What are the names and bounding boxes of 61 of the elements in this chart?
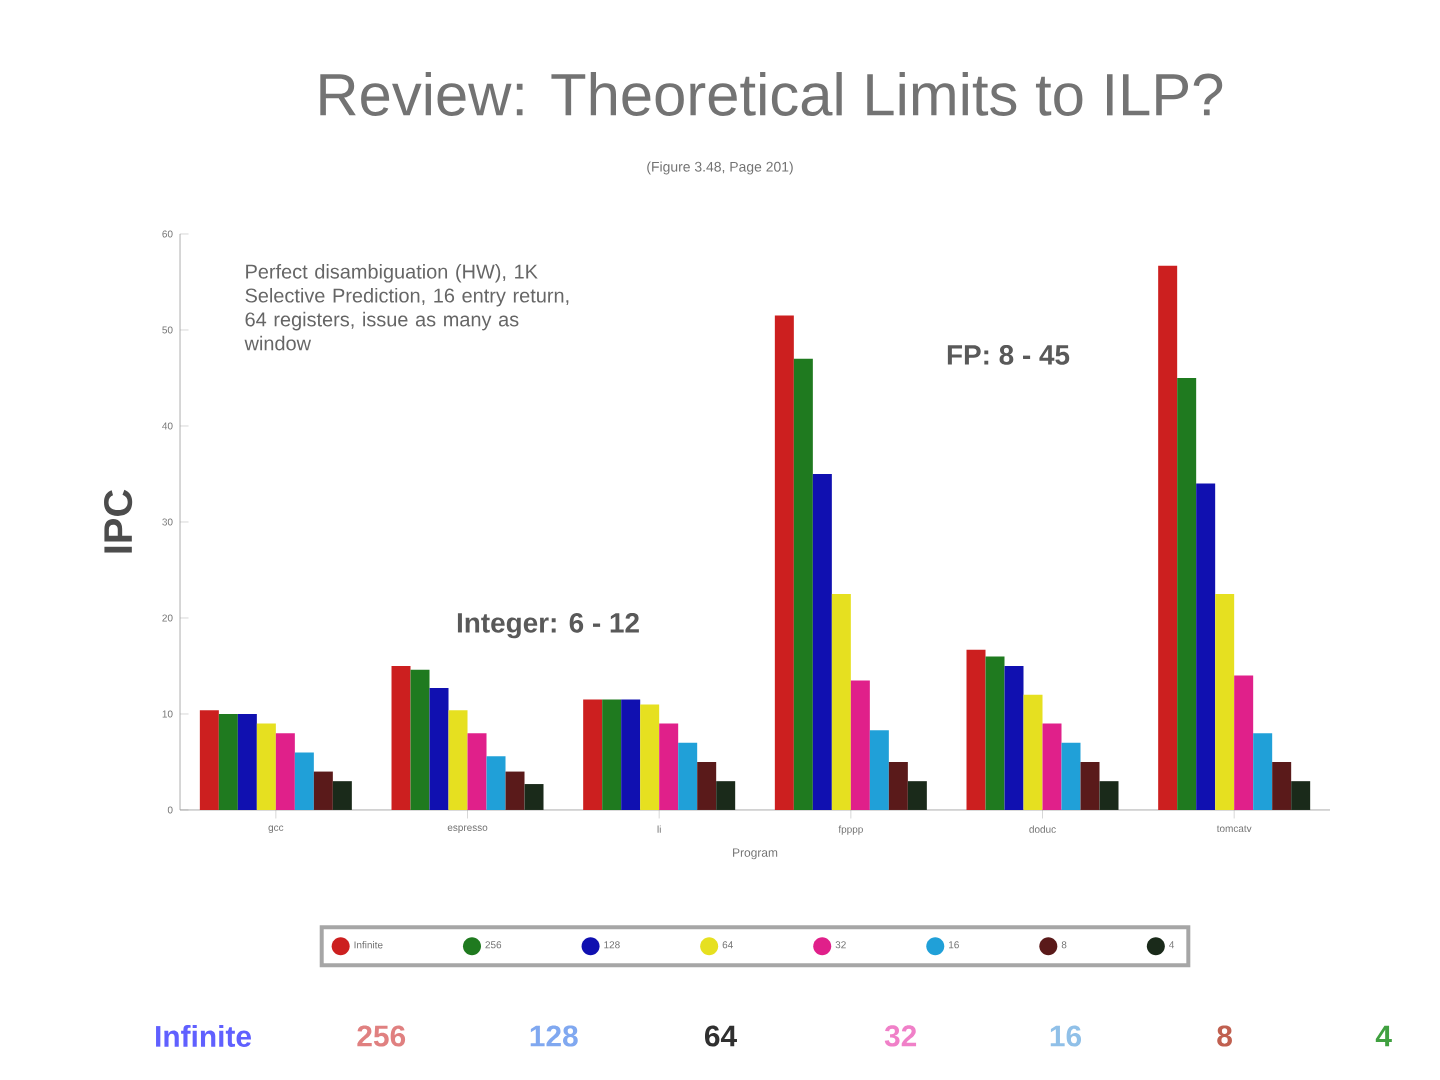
chart-title: Review: Theoretical Limits to ILP? [320,72,1223,116]
bar [275,733,295,810]
bar [985,656,1005,810]
bar [237,713,257,810]
bar [640,704,660,810]
bar [831,593,851,810]
text: 256 [357,1025,406,1047]
bar [524,784,544,810]
bar [678,742,698,810]
bar [716,781,736,810]
bar [256,723,276,810]
bar [966,649,986,810]
bar [429,688,449,810]
bar [1253,733,1273,810]
bar [1080,761,1100,810]
text: 64 [704,1025,737,1047]
bar [410,669,430,810]
text: Infinite [156,1025,251,1047]
bar [602,699,622,810]
bar [1004,665,1024,810]
bar [1158,265,1178,810]
bar [907,781,927,810]
text: 16 [1050,1025,1082,1047]
bar [1215,593,1235,810]
annotation: FP: 8 - 45 [947,345,1070,365]
bar [621,699,641,810]
text: 128 [530,1025,578,1047]
bar [583,699,603,810]
annotation: Perfect disambiguation (HW), 1K Selective Prediction, 16 entry return, 64 registers, issue as many as window [244,264,569,351]
bar [697,761,717,810]
bar [332,781,352,810]
bar [1291,781,1311,810]
bar [1177,377,1197,810]
bar [850,680,870,810]
bar [467,733,487,810]
bar [1234,675,1254,810]
y-axis-title: IPC [104,489,133,553]
bar [448,710,468,810]
bar [199,710,219,810]
bar [1023,694,1043,810]
bar [486,756,506,810]
bar [888,761,908,810]
bar [1042,723,1062,810]
bar [1272,761,1292,810]
annotation: Integer: 6 - 12 [457,612,639,639]
bar [391,665,411,810]
bar [294,752,314,810]
bar [1061,742,1081,810]
bar [505,771,525,810]
text: 8 [1217,1025,1232,1047]
text: 4 [1375,1025,1392,1047]
bar [659,723,679,810]
bar [869,730,889,810]
bar [812,473,832,810]
bar [218,713,238,810]
bar [1099,781,1119,810]
bar [793,358,813,810]
bar [313,771,333,810]
bar [774,315,794,810]
bar [1196,483,1216,810]
text: 32 [884,1025,917,1047]
